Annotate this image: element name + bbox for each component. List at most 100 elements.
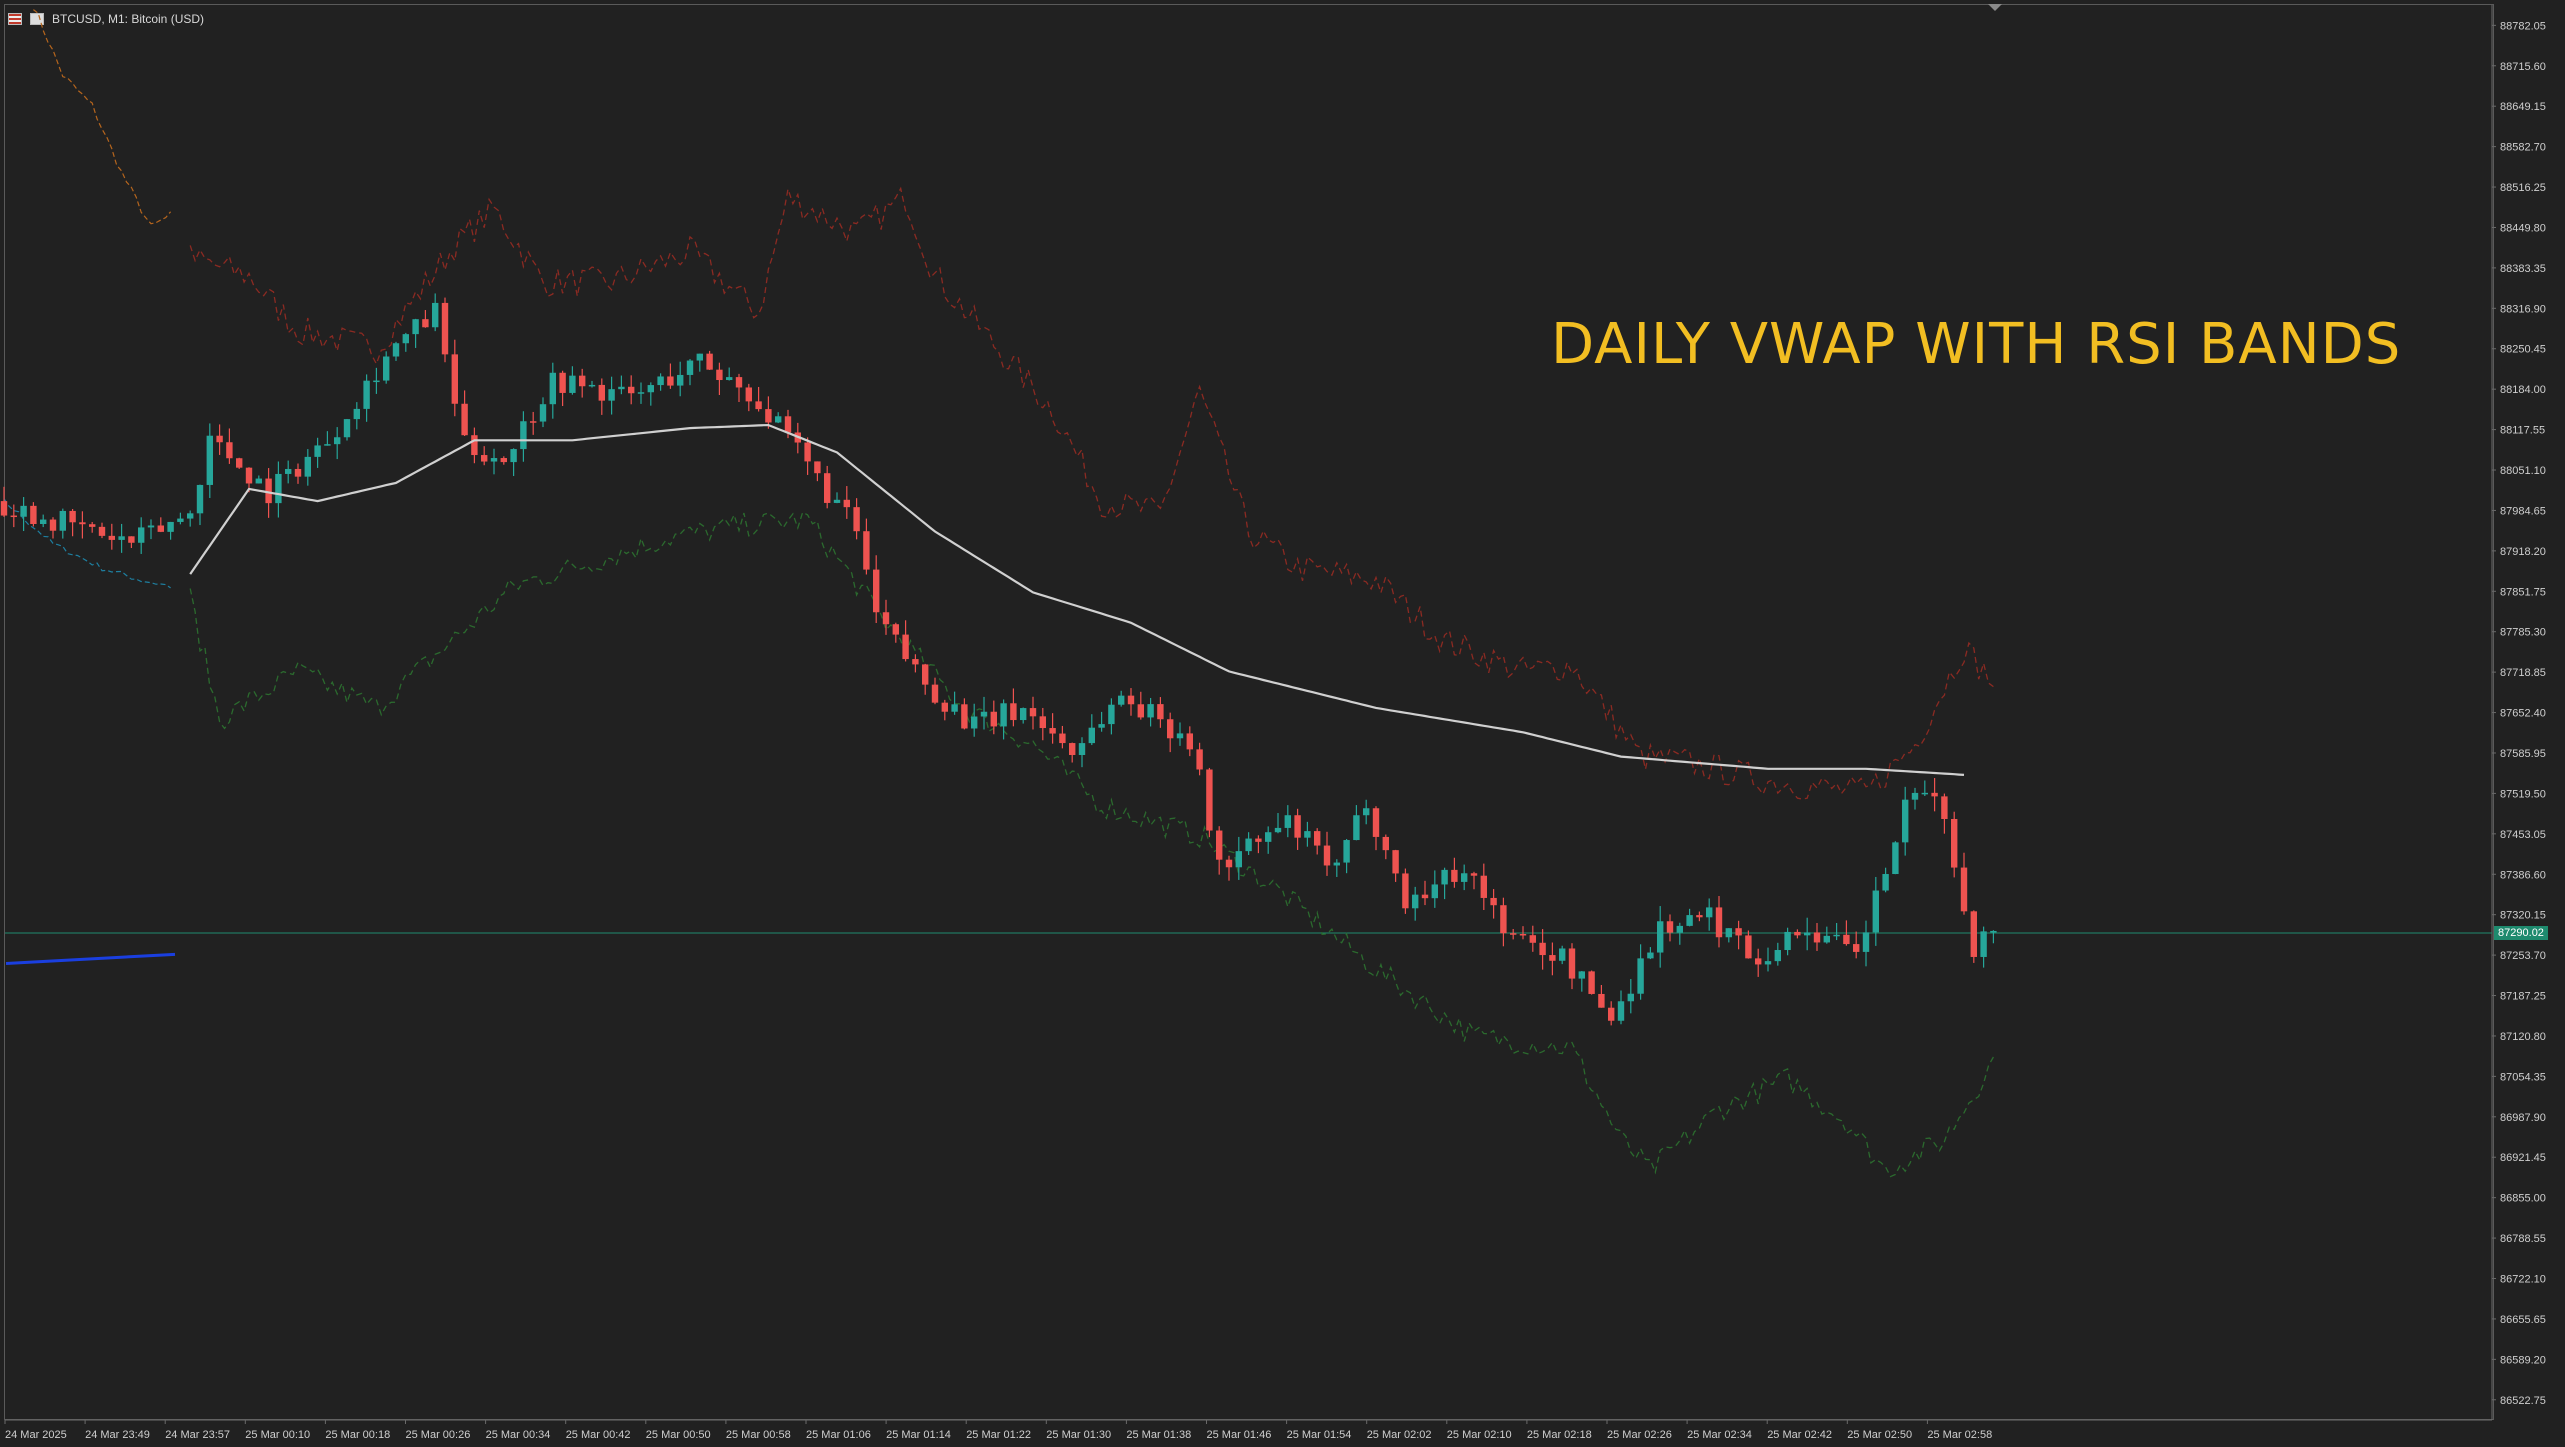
price-tick-label: 86522.75 — [2500, 1395, 2546, 1407]
time-tick-label: 24 Mar 2025 — [5, 1429, 67, 1441]
bear-candle — [873, 569, 880, 613]
bull-candle — [1862, 932, 1870, 952]
bull-candle — [1804, 932, 1811, 936]
bear-candle — [1853, 944, 1860, 952]
price-tick-label: 87984.65 — [2500, 505, 2546, 517]
price-tick-label: 88715.60 — [2500, 61, 2546, 73]
bear-candle — [1029, 708, 1037, 717]
price-tick-label: 88782.05 — [2500, 20, 2546, 32]
time-tick-label: 25 Mar 01:54 — [1287, 1429, 1352, 1441]
bull-candle — [383, 356, 390, 381]
bear-candle — [157, 525, 164, 532]
bull-candle — [569, 375, 576, 393]
price-tick-label: 88449.80 — [2500, 222, 2546, 234]
bear-candle — [98, 526, 106, 536]
bear-candle — [481, 455, 488, 462]
bull-candle — [1108, 704, 1115, 725]
bear-candle — [1813, 932, 1821, 943]
bull-candle — [588, 384, 596, 387]
bull-candle — [980, 711, 988, 717]
bear-candle — [1588, 971, 1595, 994]
prev-upper-band-line — [33, 9, 172, 225]
bear-candle — [1294, 815, 1301, 838]
bear-candle — [216, 435, 223, 443]
price-tick-label: 86722.10 — [2500, 1274, 2546, 1286]
upper-rsi-band-line — [189, 186, 1994, 800]
bear-candle — [530, 421, 537, 423]
bull-candle — [1902, 799, 1909, 843]
bear-candle — [882, 612, 890, 625]
bull-candle — [1823, 935, 1830, 943]
time-tick-label: 25 Mar 00:50 — [646, 1429, 711, 1441]
bear-candle — [912, 659, 919, 665]
bull-candle — [334, 437, 341, 445]
bull-candle — [1911, 792, 1919, 800]
bear-candle — [1196, 749, 1203, 770]
bull-candle — [1020, 708, 1027, 721]
price-tick-label: 87120.80 — [2500, 1031, 2546, 1043]
time-tick-label: 25 Mar 02:02 — [1367, 1429, 1432, 1441]
bull-candle — [275, 473, 282, 504]
bear-candle — [1225, 859, 1233, 868]
bull-candle — [40, 519, 47, 524]
price-tick-label: 87652.40 — [2500, 708, 2546, 720]
bear-candle — [1666, 921, 1674, 933]
time-tick-label: 24 Mar 23:57 — [165, 1429, 230, 1441]
bull-candle — [1892, 842, 1899, 875]
bear-candle — [294, 468, 302, 477]
bear-candle — [559, 372, 566, 393]
time-tick-label: 25 Mar 01:14 — [886, 1429, 951, 1441]
price-tick-label: 87785.30 — [2500, 627, 2546, 639]
bear-candle — [461, 403, 468, 436]
bull-candle — [255, 478, 262, 484]
chart-shift-marker-icon[interactable] — [1988, 4, 2002, 11]
bear-candle — [1157, 704, 1164, 720]
bear-candle — [1490, 897, 1497, 906]
bull-candle — [1980, 931, 1987, 957]
bull-candle — [1559, 948, 1566, 961]
bull-candle — [1676, 925, 1683, 933]
bear-candle — [108, 535, 115, 540]
bear-candle — [863, 531, 870, 570]
bull-candle — [167, 521, 174, 532]
bull-candle — [1353, 815, 1360, 841]
time-tick-label: 25 Mar 00:26 — [406, 1429, 471, 1441]
bull-candle — [677, 374, 684, 386]
bull-candle — [1882, 874, 1889, 891]
bull-candle — [1284, 815, 1291, 828]
bull-candle — [1617, 1001, 1625, 1021]
bear-candle — [961, 704, 968, 729]
bull-candle — [1441, 869, 1448, 885]
price-tick-label: 87851.75 — [2500, 586, 2546, 598]
bear-candle — [1598, 993, 1605, 1008]
bear-candle — [1549, 955, 1556, 961]
price-tick-label: 87320.15 — [2500, 910, 2546, 922]
bear-candle — [1167, 719, 1174, 739]
current-price-label: 87290.02 — [2494, 926, 2548, 940]
price-tick-label: 87054.35 — [2500, 1071, 2546, 1083]
bull-candle — [510, 449, 517, 463]
bull-candle — [1078, 743, 1086, 756]
bear-candle — [1794, 931, 1801, 936]
bull-candle — [392, 343, 400, 357]
bear-candle — [1470, 873, 1478, 876]
time-tick-label: 25 Mar 01:30 — [1046, 1429, 1111, 1441]
bear-candle — [471, 435, 478, 456]
bear-candle — [784, 416, 792, 433]
bull-candle — [1147, 704, 1154, 718]
time-tick-label: 25 Mar 02:26 — [1607, 1429, 1672, 1441]
price-tick-label: 87187.25 — [2500, 991, 2546, 1003]
chart-type-icon[interactable] — [30, 13, 44, 25]
bear-candle — [706, 353, 713, 370]
bull-candle — [1686, 915, 1693, 926]
bull-candle — [1343, 840, 1350, 863]
bull-candle — [373, 380, 380, 383]
bear-candle — [1186, 733, 1193, 750]
vwap-line — [189, 423, 1965, 776]
bear-candle — [1480, 875, 1487, 898]
bull-candle — [1990, 930, 1997, 933]
bull-candle — [1098, 724, 1105, 728]
symbol-title: BTCUSD, M1: Bitcoin (USD) — [52, 12, 205, 26]
bear-candle — [1510, 933, 1517, 935]
